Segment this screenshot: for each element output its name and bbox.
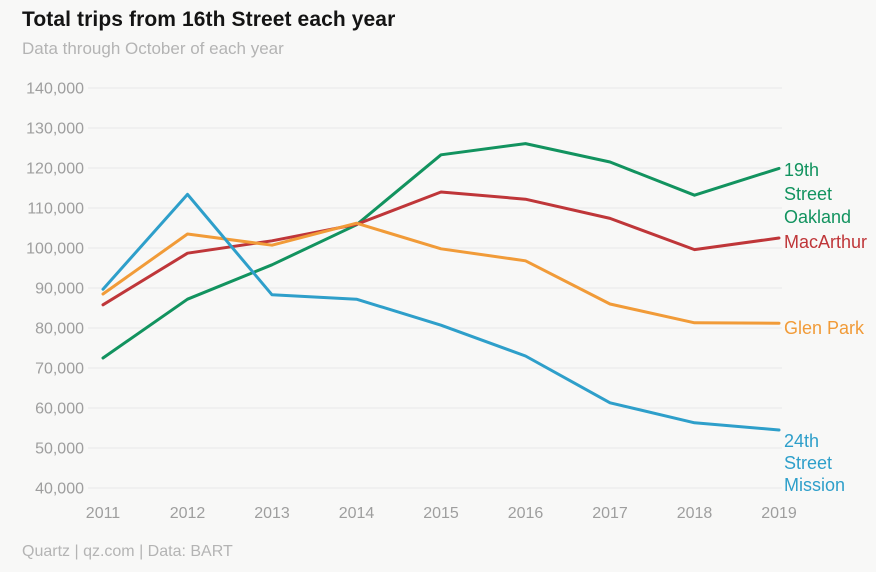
y-tick-label: 90,000 [35,281,84,298]
gridlines [88,87,782,489]
series-label-line: Street [784,183,833,204]
y-axis-labels: 140,000 130,000 120,000 110,000 100,000 90,00… [26,81,84,498]
y-tick-label: 40,000 [35,481,84,498]
series-label-24th-street-mission: 24th Street Mission [784,430,845,496]
y-tick-label: 60,000 [35,401,84,418]
chart-title: Total trips from 16th Street each year [22,8,396,31]
series-label-line: Oakland [784,207,852,227]
x-tick-label: 2017 [592,505,628,522]
line-macarthur [101,190,781,307]
x-tick-label: 2018 [677,505,713,522]
y-tick-label: 100,000 [26,241,84,258]
series-label-line: 24th [784,431,820,451]
x-tick-label: 2013 [254,505,290,522]
series-label-line: 19th [784,160,820,180]
x-tick-label: 2019 [761,505,797,522]
x-tick-label: 2015 [423,505,459,522]
y-tick-label: 110,000 [27,201,84,218]
series-label-line: Glen Park [784,318,865,338]
x-tick-label: 2011 [86,505,121,522]
y-tick-label: 130,000 [26,121,84,138]
series-label-line: MacArthur [784,232,868,252]
y-tick-label: 140,000 [26,81,84,98]
x-tick-label: 2012 [170,505,206,522]
series-label-line: Mission [784,475,846,495]
series-label-macarthur: MacArthur [784,231,867,255]
x-tick-label: 2014 [339,505,375,522]
y-tick-label: 120,000 [26,161,84,178]
x-axis-labels: 2011 2012 2013 2014 2015 2016 2017 2018 2019 [86,505,797,522]
line-24th-street-mission [101,192,781,432]
source-attribution: Quartz | qz.com | Data: BART [22,543,233,560]
series-label-19th-street-oakland: 19th Street Oakland [784,159,851,230]
series-label-line: Street [784,453,833,473]
y-tick-label: 50,000 [35,441,84,458]
line-glen-park [101,221,781,325]
chart-subtitle: Data through October of each year [22,39,284,58]
line-19th-street-oakland [101,142,781,360]
y-tick-label: 80,000 [35,321,84,338]
x-tick-label: 2016 [508,505,544,522]
y-tick-label: 70,000 [35,361,84,378]
series-label-glen-park: Glen Park [784,317,864,341]
